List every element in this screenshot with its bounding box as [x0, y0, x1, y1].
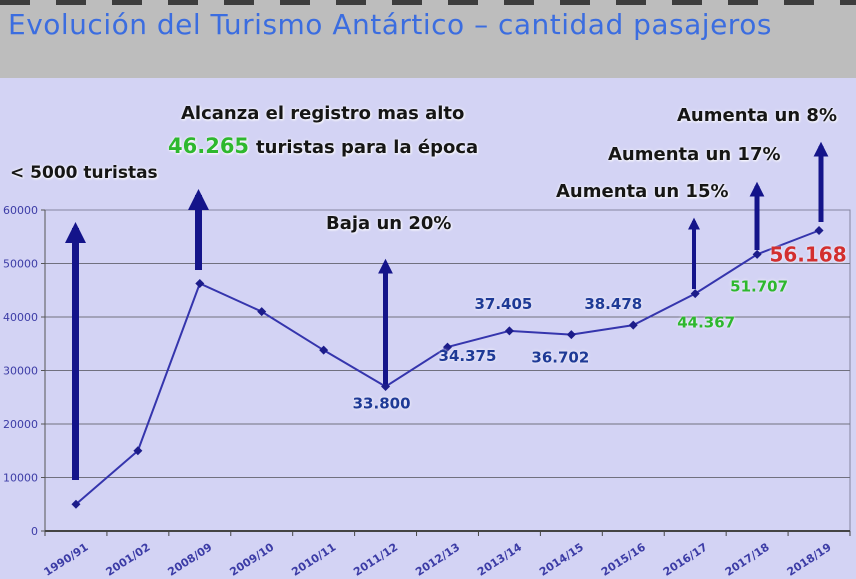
x-tick-label: 2011/12 [351, 541, 400, 579]
data-point-label: 44.367 [677, 314, 735, 332]
y-tick-label: 10000 [3, 472, 38, 485]
data-point-label: 34.375 [439, 347, 497, 365]
data-point-marker [752, 249, 762, 259]
y-tick-label: 20000 [3, 418, 38, 431]
y-tick-label: 30000 [3, 365, 38, 378]
data-point-label: 56.168 [769, 243, 846, 267]
x-tick-label: 2009/10 [227, 540, 276, 578]
annotation-less-5000: < 5000 turistas [10, 163, 158, 183]
data-point-marker [257, 307, 267, 317]
x-tick-label: 1990/91 [42, 541, 91, 579]
annotation-record-value: 46.265 [168, 134, 250, 158]
data-point-marker [690, 289, 700, 299]
slide-title: Evolución del Turismo Antártico – cantid… [8, 8, 772, 41]
annotation-aumenta-8: Aumenta un 8% [677, 105, 837, 126]
x-tick-label: 2018/19 [785, 541, 834, 579]
x-tick-label: 2001/02 [104, 541, 153, 579]
chart-svg: 0 10000 20000 30000 40000 50000 60000 1990/91 2… [3, 141, 851, 579]
annotation-aumenta-15: Aumenta un 15% [556, 181, 729, 202]
annotation-baja-20: Baja un 20% [326, 213, 452, 234]
data-point-marker [71, 499, 81, 509]
data-point-marker [566, 330, 576, 340]
y-tick-label: 0 [31, 525, 38, 538]
data-point-marker [195, 278, 205, 288]
top-edge-line [0, 0, 856, 5]
annotation-record-detail: 46.265 turistas para la época [168, 134, 478, 158]
data-point-label: 51.707 [730, 277, 788, 295]
annotation-record-title: Alcanza el registro mas alto [181, 103, 465, 124]
x-tick-label: 2012/13 [413, 541, 462, 579]
annotation-record-suffix: turistas para la época [256, 137, 479, 158]
data-point-marker [133, 446, 143, 456]
x-tick-label: 2013/14 [475, 540, 524, 578]
y-tick-label: 60000 [3, 204, 38, 217]
y-tick-label: 40000 [3, 311, 38, 324]
data-point-marker [381, 382, 391, 392]
annotation-aumenta-17: Aumenta un 17% [608, 144, 781, 165]
slide-header [0, 0, 856, 78]
x-tick-label: 2010/11 [289, 541, 338, 579]
data-point-label: 38.478 [584, 295, 642, 313]
data-point-marker [628, 320, 638, 330]
data-point-marker [319, 345, 329, 355]
data-point-marker [814, 226, 824, 236]
data-point-label: 37.405 [474, 295, 532, 313]
x-tick-label: 2016/17 [661, 541, 710, 579]
y-tick-label: 50000 [3, 258, 38, 271]
data-point-label: 36.702 [531, 349, 589, 367]
data-point-marker [504, 326, 514, 336]
data-point-marker [443, 342, 452, 352]
x-tick-label: 2014/15 [537, 541, 586, 579]
data-point-label: 33.800 [353, 395, 411, 413]
x-tick-label: 2017/18 [723, 541, 772, 579]
x-tick-label: 2015/16 [599, 540, 648, 578]
x-tick-label: 2008/09 [165, 541, 214, 579]
